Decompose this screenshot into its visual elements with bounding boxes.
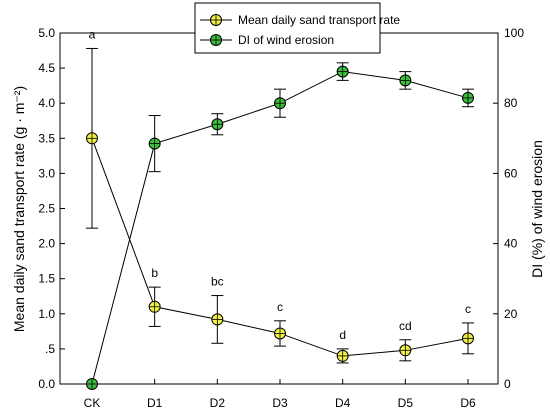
legend-box xyxy=(194,2,381,54)
x-tick-label: D3 xyxy=(272,396,288,410)
y-left-tick-label: 2.0 xyxy=(38,237,55,251)
significance-label: b xyxy=(151,266,158,280)
data-point-di xyxy=(399,74,412,87)
y-left-tick-label: 4.0 xyxy=(38,96,55,110)
data-point-sand xyxy=(274,327,286,340)
data-point-di xyxy=(211,118,224,131)
x-tick-label: D5 xyxy=(398,396,414,410)
data-point-sand xyxy=(211,313,224,326)
x-tick-label: D4 xyxy=(335,396,351,410)
labels-layer: 0.0 .5 1.0 1.5 2.0 2.5 3.0 3.5 4.0 4.5 5.0 0 20 40 60 8… xyxy=(38,26,524,410)
data-point-sand xyxy=(399,344,412,357)
x-tick-label: D6 xyxy=(460,396,476,410)
significance-label: c xyxy=(465,302,471,316)
legend-symbol-di xyxy=(210,34,222,46)
y-left-tick-label: 0.0 xyxy=(38,377,55,391)
y-left-tick-label: 3.0 xyxy=(38,166,55,180)
legend-marker-di xyxy=(210,34,222,46)
significance-label: a xyxy=(89,27,96,41)
y-right-tick-label: 80 xyxy=(504,96,518,110)
y-right-tick-label: 40 xyxy=(504,237,518,251)
y-right-tick-label: 60 xyxy=(504,166,518,180)
y-left-tick-label: .5 xyxy=(45,342,55,356)
legend-symbol-sand xyxy=(210,14,222,26)
x-tick-label: CK xyxy=(84,396,101,410)
data-point-di xyxy=(274,97,286,110)
significance-label: c xyxy=(277,300,283,314)
x-tick-label: D2 xyxy=(210,396,226,410)
data-point-sand xyxy=(336,349,349,362)
significance-label: cd xyxy=(399,319,412,333)
data-point-sand xyxy=(148,300,161,313)
y-right-tick-label: 0 xyxy=(504,377,511,391)
y-left-tick-label: 2.5 xyxy=(38,202,55,216)
x-tick-label: D1 xyxy=(147,396,163,410)
y-right-tick-label: 20 xyxy=(504,307,518,321)
significance-label: bc xyxy=(211,275,224,289)
y-left-tick-label: 5.0 xyxy=(38,26,55,40)
y-right-tick-label: 100 xyxy=(504,26,524,40)
y-left-tick-label: 1.0 xyxy=(38,307,55,321)
data-point-sand xyxy=(86,132,98,145)
data-point-di xyxy=(148,137,161,150)
data-point-sand xyxy=(462,332,474,345)
y-left-tick-label: 4.5 xyxy=(38,61,55,75)
data-point-di xyxy=(462,91,474,104)
data-point-di xyxy=(86,378,98,390)
data-point-di xyxy=(336,65,349,78)
legend-label-sand: Mean daily sand transport rate xyxy=(238,13,400,27)
significance-label: d xyxy=(339,328,346,342)
legend-label-di: DI of wind erosion xyxy=(238,33,334,47)
y-left-tick-label: 1.5 xyxy=(38,272,55,286)
legend-marker-sand xyxy=(210,14,222,26)
y-left-tick-label: 3.5 xyxy=(38,131,55,145)
y-axis-left-title: Mean daily sand transport rate (g · m⁻²) xyxy=(11,86,27,332)
series-layer xyxy=(86,47,474,390)
y-axis-right-title: DI (%) of wind erosion xyxy=(529,140,545,278)
legend: Mean daily sand transport rate DI of win… xyxy=(194,2,400,54)
